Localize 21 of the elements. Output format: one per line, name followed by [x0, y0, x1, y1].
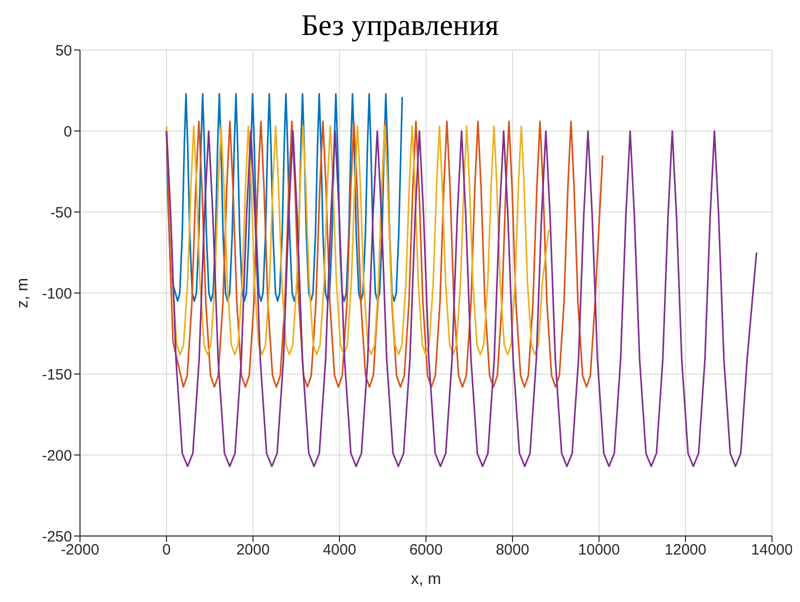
line-series [166, 125, 550, 356]
x-tick-label: 10000 [578, 542, 620, 559]
y-tick-label: 0 [64, 123, 72, 140]
x-tick-label: 2000 [236, 542, 270, 559]
x-tick-label: 4000 [322, 542, 356, 559]
y-tick-label: -100 [42, 285, 72, 302]
y-tick-label: -150 [42, 366, 72, 384]
y-tick-label: -200 [42, 447, 72, 464]
x-tick-label: 12000 [664, 542, 706, 559]
line-series [166, 120, 604, 388]
x-tick-label: 14000 [751, 542, 793, 559]
y-tick-label: -50 [50, 204, 72, 222]
y-axis-title: z, m [14, 278, 32, 308]
line-series [166, 92, 404, 302]
x-tick-label: 0 [162, 542, 171, 559]
chart-title: Без управления [300, 8, 500, 44]
x-tick-label: 6000 [409, 542, 443, 559]
x-axis-title: x, m [410, 571, 442, 588]
x-tick-label: 8000 [496, 542, 530, 559]
line-series [166, 130, 758, 468]
y-tick-label: 50 [55, 42, 72, 60]
